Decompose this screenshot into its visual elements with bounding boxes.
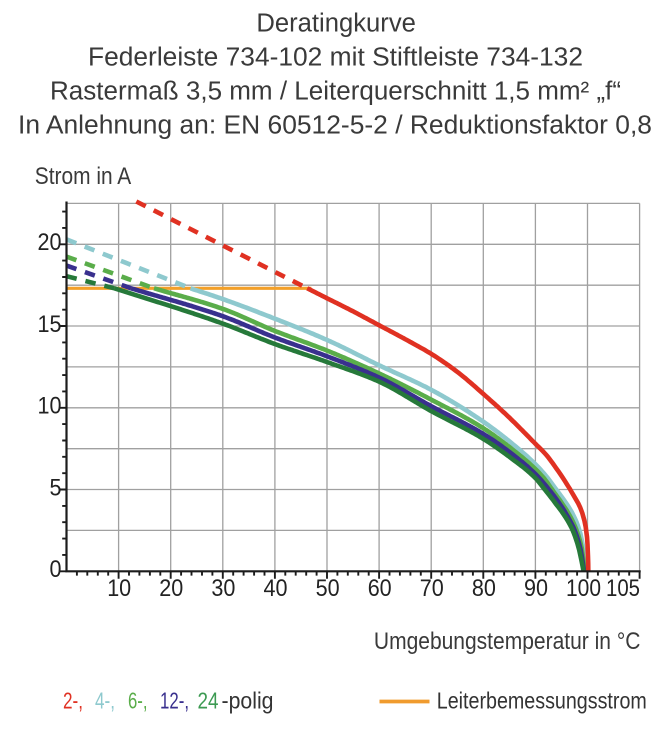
svg-text:In Anlehnung an: EN 60512-5-2: In Anlehnung an: EN 60512-5-2 / Reduktio… (18, 112, 652, 140)
svg-text:Rastermaß 3,5 mm / Leiterquers: Rastermaß 3,5 mm / Leiterquerschnitt 1,5… (50, 78, 621, 106)
svg-text:0: 0 (50, 556, 62, 583)
svg-text:Deratingkurve: Deratingkurve (256, 10, 416, 38)
svg-text:Strom in A: Strom in A (35, 163, 132, 190)
svg-text:30: 30 (211, 575, 235, 602)
svg-text:2-,: 2-, (63, 688, 83, 714)
svg-text:105: 105 (606, 575, 640, 602)
svg-text:Umgebungstemperatur in °C: Umgebungstemperatur in °C (374, 628, 641, 655)
svg-text:-polig: -polig (222, 688, 274, 714)
svg-text:40: 40 (264, 575, 288, 602)
svg-text:24: 24 (198, 688, 219, 714)
svg-text:60: 60 (368, 575, 392, 602)
svg-text:100: 100 (566, 575, 601, 602)
svg-text:20: 20 (159, 575, 183, 602)
svg-text:10: 10 (38, 393, 62, 420)
svg-text:5: 5 (50, 474, 62, 501)
svg-text:90: 90 (524, 575, 548, 602)
svg-text:50: 50 (316, 575, 340, 602)
svg-text:20: 20 (38, 229, 62, 256)
svg-text:15: 15 (38, 311, 62, 338)
svg-text:12-,: 12-, (160, 688, 189, 714)
svg-text:6-,: 6-, (128, 688, 148, 714)
svg-text:80: 80 (472, 575, 496, 602)
svg-text:70: 70 (420, 575, 444, 602)
svg-text:4-,: 4-, (95, 688, 115, 714)
svg-text:10: 10 (107, 575, 131, 602)
svg-text:Leiterbemessungsstrom: Leiterbemessungsstrom (437, 688, 647, 714)
svg-text:Federleiste 734-102 mit Stiftl: Federleiste 734-102 mit Stiftleiste 734-… (88, 44, 583, 72)
